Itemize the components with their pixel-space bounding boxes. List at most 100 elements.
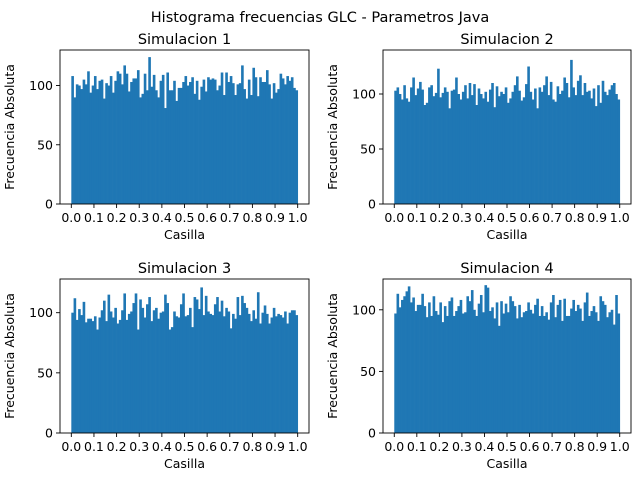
histogram-bar bbox=[227, 81, 231, 204]
y-tick-label: 0 bbox=[45, 197, 53, 212]
histogram-bar bbox=[540, 91, 544, 204]
histogram-bar bbox=[211, 78, 215, 204]
histogram-bar bbox=[470, 95, 474, 204]
x-tick-label: 0.1 bbox=[84, 210, 104, 225]
histogram-bar bbox=[254, 318, 258, 433]
histogram-bar bbox=[288, 80, 292, 204]
histogram-bar bbox=[80, 89, 83, 204]
x-axis-label: Casilla bbox=[164, 227, 205, 242]
histogram-bar bbox=[213, 304, 217, 433]
histogram-bar bbox=[432, 296, 436, 433]
histogram-bar bbox=[581, 95, 585, 204]
histogram-bar bbox=[419, 81, 422, 204]
histogram-bar bbox=[259, 77, 262, 204]
histogram-bar bbox=[184, 316, 188, 433]
histogram-bar bbox=[98, 80, 102, 204]
histogram-bar bbox=[245, 307, 249, 433]
histogram-bar bbox=[520, 100, 524, 204]
histogram-bar bbox=[437, 314, 440, 433]
histogram-bar bbox=[204, 91, 208, 204]
histogram-bar bbox=[405, 291, 409, 433]
histogram-bar bbox=[164, 108, 167, 204]
histogram-bar bbox=[597, 85, 600, 204]
histogram-bar bbox=[270, 317, 274, 433]
histogram-bar bbox=[461, 313, 465, 433]
histogram-bar bbox=[284, 84, 287, 204]
histogram-bar bbox=[450, 90, 454, 204]
histogram-bar bbox=[177, 317, 181, 433]
y-tick-label: 100 bbox=[29, 78, 53, 93]
x-tick-label: 0.4 bbox=[475, 210, 495, 225]
y-tick-label: 50 bbox=[360, 364, 376, 379]
histogram-bar bbox=[504, 303, 508, 433]
histogram-bar bbox=[536, 108, 539, 204]
x-tick-label: 0.7 bbox=[542, 210, 562, 225]
histogram-bar bbox=[617, 99, 621, 204]
histogram-bar bbox=[592, 306, 596, 433]
histogram-bar bbox=[213, 79, 217, 204]
x-tick-label: 0.1 bbox=[84, 439, 104, 454]
histogram-bar bbox=[256, 292, 260, 433]
histogram-bar bbox=[270, 98, 274, 204]
histogram-bar bbox=[484, 285, 488, 433]
histogram-bar bbox=[127, 313, 131, 433]
histogram-bar bbox=[114, 80, 117, 204]
histogram-bar bbox=[516, 318, 519, 433]
histogram-bar bbox=[159, 312, 163, 433]
histogram-bar bbox=[250, 95, 253, 204]
histogram-bar bbox=[468, 83, 472, 204]
histogram-bar bbox=[241, 65, 244, 205]
histogram-bar bbox=[516, 76, 519, 204]
histogram-bar bbox=[286, 323, 289, 433]
histogram-bar bbox=[434, 311, 438, 433]
histogram-bar bbox=[486, 101, 490, 204]
histogram-bar bbox=[507, 312, 510, 433]
histogram-bar bbox=[93, 76, 97, 204]
histogram-bar bbox=[195, 299, 199, 433]
x-tick-label: 0.1 bbox=[407, 210, 427, 225]
histogram-bar bbox=[100, 310, 104, 433]
histogram-bar bbox=[502, 313, 506, 433]
histogram-bar bbox=[572, 87, 575, 204]
histogram-bar bbox=[612, 83, 616, 204]
histogram-bar bbox=[198, 99, 201, 204]
histogram-bar bbox=[121, 310, 124, 433]
histogram-bar bbox=[103, 300, 106, 433]
histogram-bar bbox=[261, 81, 265, 204]
histogram-bar bbox=[277, 313, 280, 433]
histogram-bar bbox=[452, 89, 456, 204]
histogram-bar bbox=[263, 305, 267, 433]
histogram-bar bbox=[243, 89, 246, 204]
histogram-bar bbox=[504, 87, 508, 204]
histogram-bar bbox=[103, 98, 106, 204]
histogram-bar bbox=[597, 320, 600, 433]
histogram-bar bbox=[263, 81, 267, 204]
histogram-bar bbox=[488, 311, 492, 433]
histogram-bar bbox=[118, 319, 122, 433]
histogram-bar bbox=[543, 315, 546, 433]
histogram-bar bbox=[608, 89, 612, 204]
histogram-bar bbox=[570, 59, 573, 205]
histogram-bar bbox=[155, 307, 158, 433]
x-tick-label: 0.2 bbox=[107, 439, 127, 454]
histogram-bar bbox=[610, 85, 614, 204]
histogram-bar bbox=[127, 91, 131, 204]
histogram-bar bbox=[143, 317, 147, 433]
histogram-bar bbox=[491, 83, 494, 204]
histogram-bar bbox=[437, 68, 440, 204]
histogram-bar bbox=[132, 303, 136, 433]
histogram-bar bbox=[286, 76, 289, 204]
y-axis-label: Frecuencia Absoluta bbox=[325, 64, 340, 190]
y-axis-label: Frecuencia Absoluta bbox=[2, 293, 17, 419]
histogram-bar bbox=[125, 73, 129, 204]
histogram-bar bbox=[588, 90, 591, 204]
histogram-bar bbox=[216, 297, 219, 433]
x-tick-label: 0.8 bbox=[565, 210, 585, 225]
histogram-bar bbox=[558, 299, 562, 433]
histogram-bar bbox=[459, 99, 463, 204]
histogram-bar bbox=[576, 80, 580, 204]
histogram-bar bbox=[497, 325, 501, 433]
histogram-bar bbox=[590, 311, 594, 433]
histogram-bar bbox=[407, 101, 411, 204]
y-tick-label: 100 bbox=[352, 87, 376, 102]
